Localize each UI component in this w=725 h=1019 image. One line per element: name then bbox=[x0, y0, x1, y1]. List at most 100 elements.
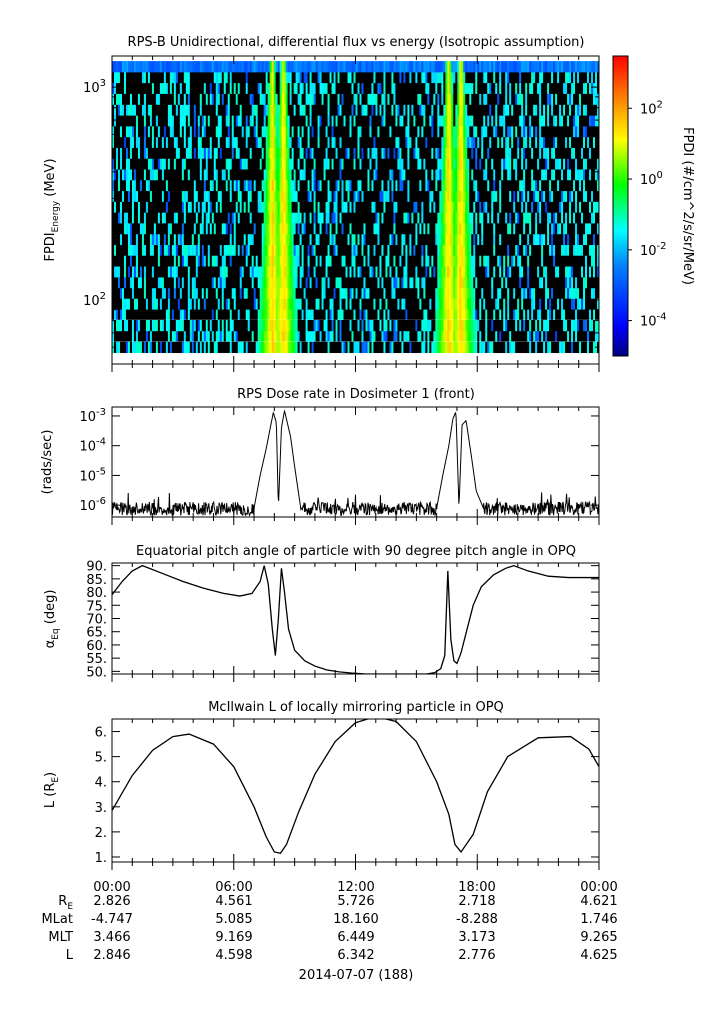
heatmap-cell bbox=[349, 287, 352, 299]
heatmap-cell bbox=[135, 147, 139, 159]
heatmap-cell bbox=[167, 125, 171, 138]
heatmap-cell bbox=[139, 158, 143, 170]
heatmap-cell bbox=[473, 222, 476, 235]
heatmap-cell bbox=[415, 308, 418, 320]
heatmap-cell bbox=[553, 308, 556, 320]
heatmap-cell bbox=[433, 255, 436, 267]
heatmap-cell bbox=[167, 266, 171, 278]
heatmap-cell bbox=[335, 319, 338, 332]
heatmap-cell bbox=[415, 158, 418, 170]
heatmap-cell bbox=[443, 330, 446, 342]
heatmap-cell bbox=[149, 201, 153, 213]
heatmap-cell bbox=[521, 266, 524, 278]
heatmap-cell bbox=[187, 168, 191, 181]
heatmap-cell bbox=[403, 179, 406, 192]
heatmap-cell bbox=[167, 330, 171, 342]
heatmap-cell bbox=[419, 255, 422, 267]
heatmap-cell bbox=[351, 179, 354, 192]
heatmap-cell bbox=[191, 276, 195, 289]
heatmap-cell bbox=[553, 319, 556, 332]
heatmap-cell bbox=[123, 341, 127, 354]
heatmap-cell bbox=[451, 179, 454, 192]
heatmap-cell bbox=[511, 266, 514, 278]
heatmap-cell bbox=[207, 147, 211, 159]
heatmap-cell bbox=[547, 341, 550, 354]
heatmap-cell bbox=[177, 168, 181, 181]
heatmap-cell bbox=[335, 330, 338, 342]
heatmap-cell bbox=[112, 330, 115, 342]
heatmap-cell bbox=[221, 168, 225, 181]
heatmap-cell bbox=[365, 136, 368, 148]
heatmap-cell bbox=[531, 308, 534, 320]
heatmap-cell bbox=[139, 287, 143, 299]
heatmap-cell bbox=[577, 255, 580, 267]
heatmap-cell bbox=[325, 222, 328, 235]
heatmap-cell bbox=[309, 179, 312, 192]
heatmap-cell bbox=[331, 136, 334, 148]
heatmap-cell bbox=[497, 319, 500, 332]
heatmap-cell bbox=[395, 158, 398, 170]
heatmap-cell bbox=[193, 190, 197, 202]
heatmap-cell bbox=[421, 179, 424, 192]
heatmap-cell bbox=[173, 168, 177, 181]
heatmap-cell bbox=[331, 298, 334, 310]
heatmap-cell bbox=[201, 158, 205, 170]
heatmap-cell bbox=[553, 212, 556, 224]
heatmap-cell bbox=[447, 212, 450, 224]
heatmap-cell bbox=[335, 298, 338, 310]
heatmap-cell bbox=[425, 147, 428, 159]
heatmap-cell bbox=[499, 222, 502, 235]
heatmap-cell bbox=[441, 179, 444, 192]
heatmap-cell bbox=[313, 266, 316, 278]
heatmap-cell bbox=[597, 136, 599, 148]
heatmap-cell bbox=[281, 168, 285, 181]
heatmap-cell bbox=[585, 179, 588, 192]
heatmap-cell bbox=[581, 287, 584, 299]
heatmap-cell bbox=[527, 168, 530, 181]
heatmap-cell bbox=[557, 330, 560, 342]
heatmap-cell bbox=[289, 168, 293, 181]
heatmap-cell bbox=[139, 168, 143, 181]
heatmap-cell bbox=[363, 244, 366, 256]
heatmap-cell bbox=[425, 179, 428, 192]
heatmap-cell bbox=[435, 168, 438, 181]
heatmap-cell bbox=[121, 212, 125, 224]
heatmap-cell bbox=[415, 276, 418, 289]
heatmap-cell bbox=[209, 201, 213, 213]
heatmap-cell bbox=[451, 222, 454, 235]
heatmap-cell bbox=[315, 168, 318, 181]
heatmap-cell bbox=[231, 222, 235, 235]
heatmap-cell bbox=[465, 168, 468, 181]
heatmap-cell bbox=[177, 287, 181, 299]
heatmap-cell bbox=[355, 136, 358, 148]
heatmap-cell bbox=[583, 330, 586, 342]
heatmap-cell bbox=[381, 222, 384, 235]
heatmap-cell bbox=[309, 190, 312, 202]
heatmap-cell bbox=[505, 330, 508, 342]
heatmap-cell bbox=[543, 212, 546, 224]
heatmap-cell bbox=[551, 212, 554, 224]
heatmap-cell bbox=[117, 308, 121, 320]
heatmap-cell bbox=[117, 222, 121, 235]
heatmap-cell bbox=[203, 287, 207, 299]
heatmap-cell bbox=[265, 125, 269, 138]
heatmap-cell bbox=[347, 330, 350, 342]
heatmap-cell bbox=[315, 255, 318, 267]
heatmap-cell bbox=[179, 179, 183, 192]
heatmap-cell bbox=[185, 255, 189, 267]
heatmap-cell bbox=[447, 233, 450, 246]
heatmap-cell bbox=[371, 308, 374, 320]
heatmap-cell bbox=[253, 147, 257, 159]
heatmap-cell bbox=[423, 201, 426, 213]
heatmap-cell bbox=[333, 298, 336, 310]
heatmap-cell bbox=[465, 319, 468, 332]
heatmap-cell bbox=[323, 201, 326, 213]
heatmap-cell bbox=[163, 158, 167, 170]
heatmap-cell bbox=[421, 158, 424, 170]
heatmap-cell bbox=[279, 298, 283, 310]
heatmap-cell bbox=[205, 201, 209, 213]
heatmap-cell bbox=[315, 147, 318, 159]
heatmap-cell bbox=[513, 158, 516, 170]
heatmap-cell bbox=[139, 276, 143, 289]
heatmap-cell bbox=[409, 276, 412, 289]
